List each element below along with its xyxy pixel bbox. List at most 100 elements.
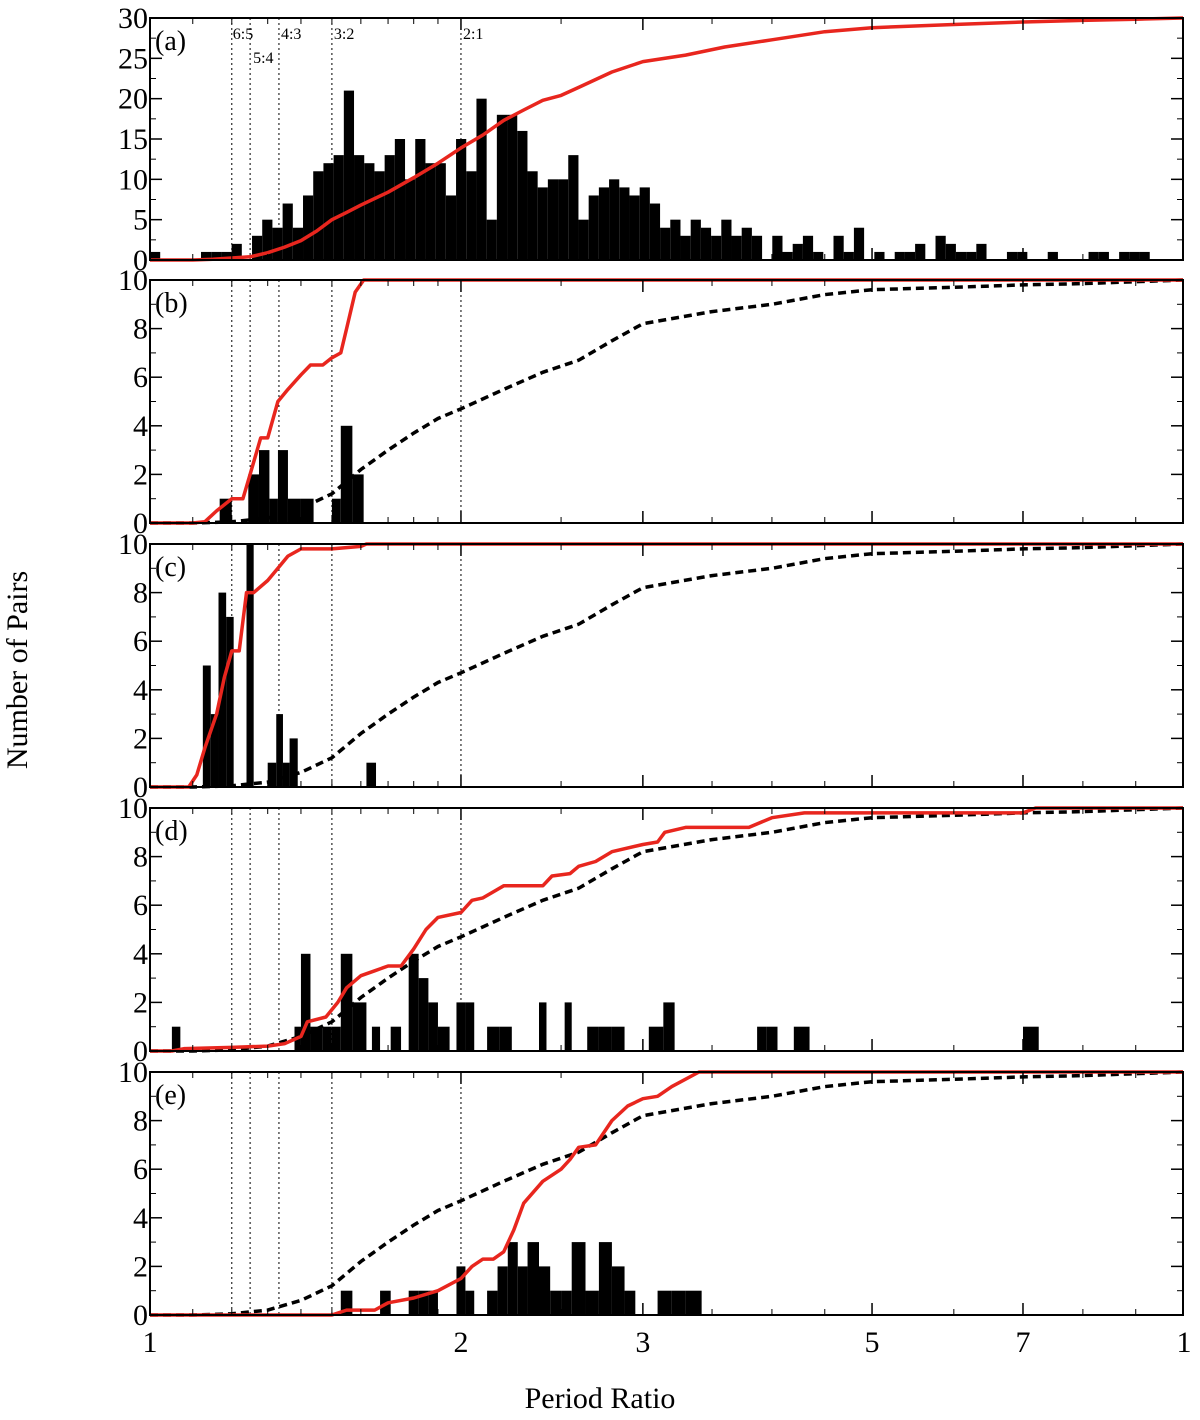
histogram-bar [853,227,865,260]
panel-frame [149,543,1184,788]
y-tick-label: 8 [133,1105,148,1138]
y-tick-label: 10 [118,1056,148,1089]
resonance-label: 3:2 [334,26,354,43]
y-tick-label: 8 [133,313,148,346]
y-tick-label: 0 [133,1299,148,1332]
histogram-bar [813,251,824,260]
histogram-bar [333,155,344,260]
histogram-bar [374,171,385,260]
histogram-bar [874,251,885,260]
histogram-bar [539,1002,547,1051]
histogram-bar [269,498,278,523]
histogram-bar [252,235,263,260]
y-tick-label: 2 [133,722,148,755]
histogram-bar [1139,251,1150,260]
y-axis-label-text: Number of Pairs [1,570,34,770]
histogram-bar [313,171,324,260]
histogram-bar [476,98,487,260]
histogram-bar [408,1290,419,1315]
histogram-bar [340,425,353,523]
histogram-bar [201,251,212,260]
histogram-bar [292,227,304,260]
histogram-bar [497,1266,508,1315]
histogram-bar [340,953,353,1051]
histogram-bar [456,1002,466,1051]
histogram-bar [1129,251,1140,260]
panel-label: (e) [155,1080,186,1111]
histogram-bar [619,187,630,260]
x-tick-label: 5 [865,1326,880,1359]
histogram-bar [648,1026,664,1051]
histogram-bar [258,450,270,523]
panel-frame [149,1071,1184,1316]
y-tick-label: 4 [133,938,148,971]
histogram-bar [550,1290,562,1315]
histogram-bar [663,1002,675,1051]
x-tick-label: 1 [1177,1326,1192,1359]
histogram-bar [300,498,314,523]
panel-label: (d) [155,816,188,847]
x-tick-label: 2 [453,1326,468,1359]
x-tick-label: 1 [143,1326,158,1359]
histogram-bar [221,251,232,260]
y-tick-label: 10 [118,163,148,196]
histogram-bar [466,171,477,260]
histogram-bar [282,762,290,787]
panel-d: 0 2 4 6 8 10(d) [118,792,1184,1068]
y-tick-label: 6 [133,361,148,394]
histogram-bar [585,1290,599,1315]
histogram-bar [210,714,219,787]
histogram-bar [394,139,406,260]
histogram-bar [833,235,844,260]
y-tick-label: 25 [118,42,148,75]
cumulative-red-line [150,1070,1183,1317]
histogram-bar [611,1266,625,1315]
histogram-bar [465,1002,475,1051]
histogram-bar [445,195,457,260]
histogram-bar [624,1290,636,1315]
histogram-bar [428,1002,438,1051]
histogram-bar [649,203,661,260]
histogram-bar [629,195,640,260]
y-tick-label: 6 [133,889,148,922]
histogram-bar [564,1002,572,1051]
histogram-bar [792,243,803,260]
histogram-bar [303,195,314,260]
histogram-bar [571,1242,586,1315]
y-tick-label: 5 [133,204,148,237]
y-tick-label: 10 [118,264,148,297]
panel-a: 0 5 10 15 20 25 30(a) 6:55:4 4:3 3:2 2:1 [118,2,1184,277]
histogram-bar [935,235,946,260]
y-tick-label: 2 [133,458,148,491]
cumulative-red-line [150,806,1183,1053]
histogram-bar [527,1242,539,1315]
histogram-bar [277,450,288,523]
cumulative-dashed-line [150,1070,1184,1317]
histogram-bar [226,616,234,787]
histogram-bar [537,187,548,260]
histogram-bar [527,171,538,260]
histogram-bar [456,1266,466,1315]
histogram-bar [343,90,355,260]
histogram-bar [499,1026,512,1051]
histogram-bar [262,219,273,260]
histogram-bar [248,474,259,523]
histogram-bar [340,1290,353,1315]
histogram-bar [282,203,293,260]
histogram-bar [1047,251,1058,260]
histogram-bar [915,243,926,260]
histogram-bar [487,1290,498,1315]
histogram-bar [843,251,854,260]
histogram-bar [366,762,377,787]
histogram-bar [721,219,732,260]
histogram-bar [331,498,341,523]
histogram-bar [685,1290,702,1315]
histogram-bar [904,251,916,260]
histogram-bar [211,251,222,260]
y-tick-label: 8 [133,841,148,874]
histogram-bar [276,714,283,787]
histogram-bar [558,179,569,260]
panel-label: (c) [155,552,186,583]
histogram-bar [757,1026,767,1051]
histogram-bar [660,227,671,260]
